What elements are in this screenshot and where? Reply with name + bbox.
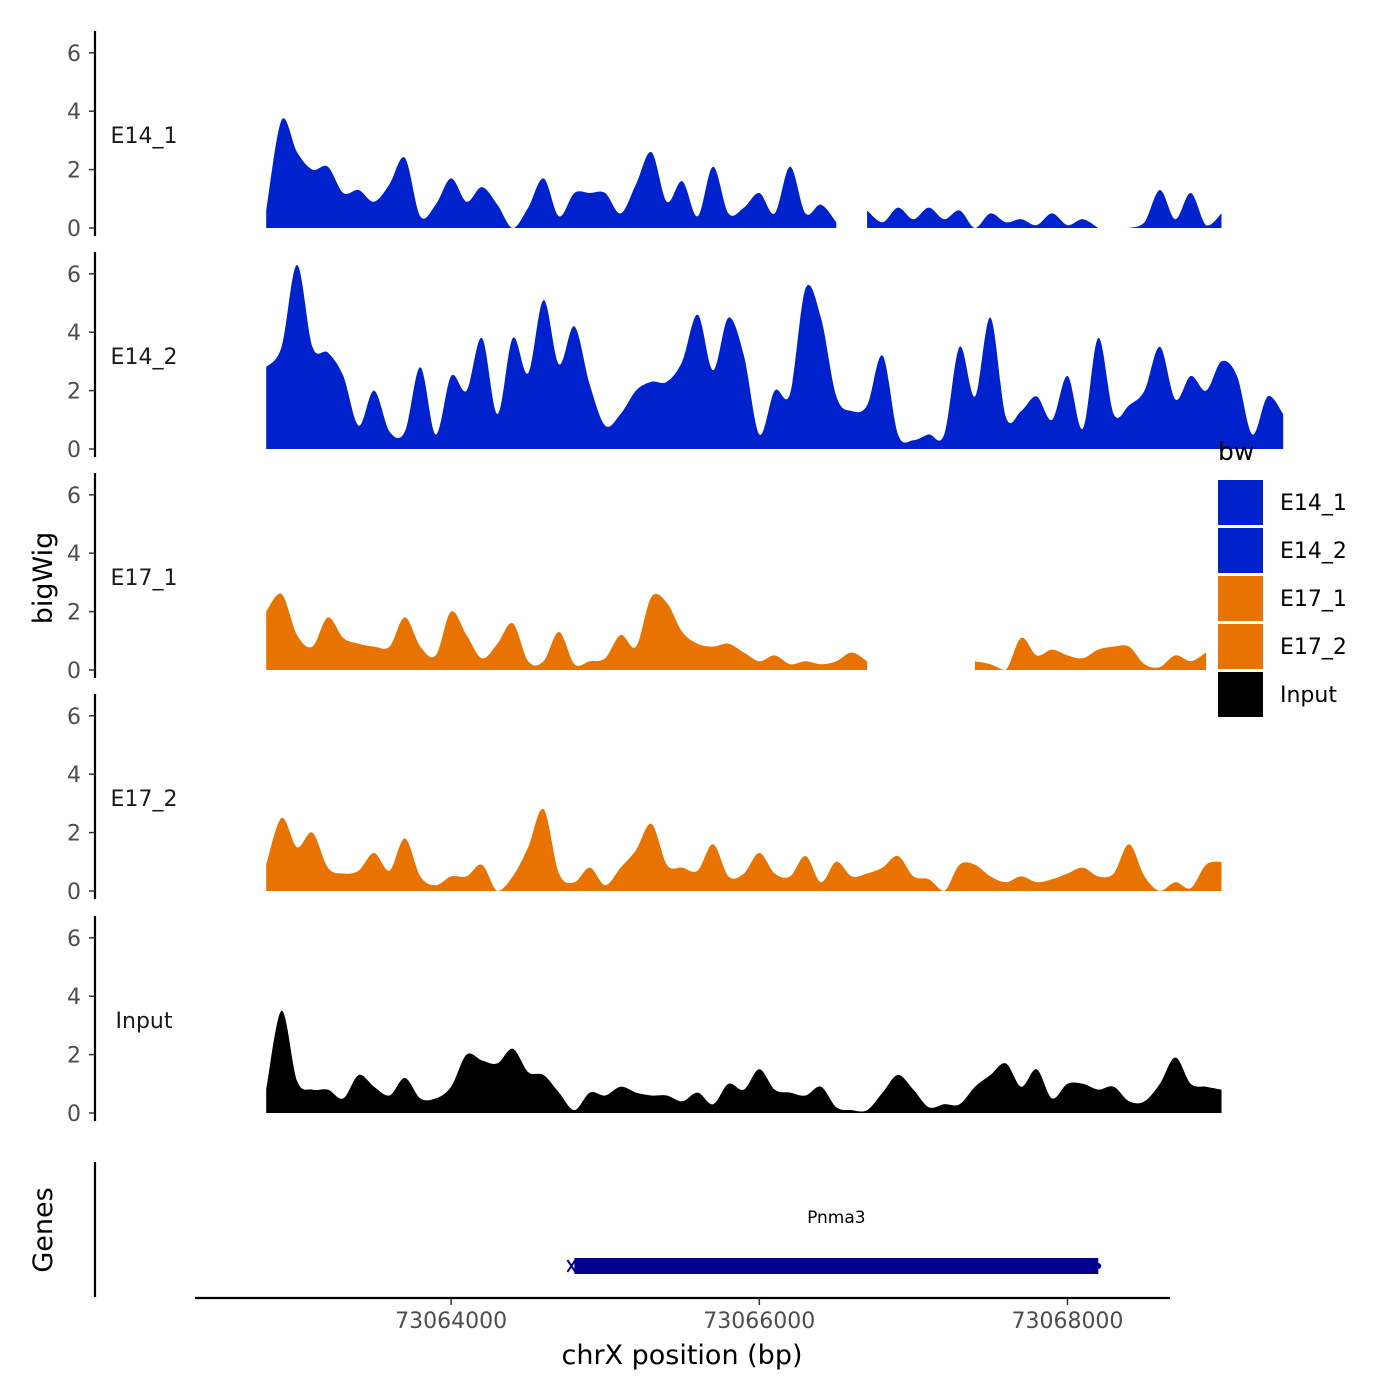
area-e17-1: [266, 593, 868, 670]
track-label: E14_1: [111, 124, 178, 149]
x-tick-label: 73064000: [395, 1309, 507, 1334]
area-e17-2: [266, 808, 1222, 891]
legend-item: E14_2: [1218, 528, 1347, 573]
y-tick-label: 2: [67, 1044, 81, 1069]
area-e14-1: [1129, 189, 1222, 228]
y-tick-label: 6: [67, 705, 81, 730]
legend-label: E14_2: [1280, 539, 1347, 564]
track-label: E17_2: [111, 787, 178, 812]
y-tick-label: 2: [67, 822, 81, 847]
y-tick-label: 4: [67, 985, 81, 1010]
legend-item: Input: [1218, 672, 1337, 717]
area-e14-1: [867, 207, 1099, 228]
y-tick-label: 0: [67, 217, 81, 242]
gene-bar: [574, 1258, 1099, 1274]
y-tick-label: 2: [67, 380, 81, 405]
legend-swatch: [1218, 624, 1263, 669]
legend-swatch: [1218, 672, 1263, 717]
legend: bw E14_1 E14_2 E17_1 E17_2 Input: [1218, 437, 1347, 717]
area-e14-1: [266, 118, 837, 228]
track-e14-2: 0 2 4 6 E14_2: [67, 252, 1284, 463]
y-tick-label: 0: [67, 438, 81, 463]
area-input: [266, 1010, 1222, 1113]
gene-label: Pnma3: [807, 1208, 866, 1228]
track-input: 0 2 4 6 Input: [67, 916, 1222, 1127]
track-e14-1: 0 2 4 6 E14_1: [67, 31, 1222, 242]
track-e17-1: 0 2 4 6 E17_1: [67, 473, 1207, 684]
track-label: E14_2: [111, 345, 178, 370]
legend-title: bw: [1218, 437, 1254, 466]
legend-swatch: [1218, 480, 1263, 525]
legend-label: Input: [1280, 683, 1337, 708]
track-label: E17_1: [111, 566, 178, 591]
y-tick-label: 6: [67, 484, 81, 509]
gene-start-mark: [566, 1259, 577, 1273]
y-tick-label: 0: [67, 880, 81, 905]
track-panels: 0 2 4 6 E14_1 0 2 4 6 E14_2 0 2 4 6 E17_1 0 2 4 6 E17_2 0 2 4 6…: [67, 31, 1284, 1127]
gene-end-mark: [1095, 1263, 1102, 1269]
y-tick-label: 0: [67, 1102, 81, 1127]
genes-panel: Pnma3: [93, 1162, 1102, 1297]
x-axis-label: chrX position (bp): [561, 1340, 802, 1371]
x-axis: 73064000 73066000 73068000: [195, 1296, 1170, 1334]
y-tick-label: 2: [67, 159, 81, 184]
x-tick-label: 73066000: [703, 1309, 815, 1334]
area-e14-2: [266, 265, 1284, 449]
area-e17-1: [975, 637, 1207, 670]
y-tick-label: 4: [67, 542, 81, 567]
x-tick-label: 73068000: [1011, 1309, 1123, 1334]
track-e17-2: 0 2 4 6 E17_2: [67, 694, 1222, 905]
y-tick-label: 2: [67, 601, 81, 626]
legend-item: E14_1: [1218, 480, 1347, 525]
y-tick-label: 6: [67, 42, 81, 67]
legend-swatch: [1218, 528, 1263, 573]
y-tick-label: 4: [67, 100, 81, 125]
legend-label: E14_1: [1280, 491, 1347, 516]
y-tick-label: 6: [67, 927, 81, 952]
legend-label: E17_1: [1280, 587, 1347, 612]
y-axis-label: bigWig: [28, 532, 59, 625]
y-tick-label: 0: [67, 659, 81, 684]
legend-swatch: [1218, 576, 1263, 621]
legend-label: E17_2: [1280, 635, 1347, 660]
y-tick-label: 4: [67, 763, 81, 788]
legend-item: E17_1: [1218, 576, 1347, 621]
y-tick-label: 4: [67, 321, 81, 346]
legend-item: E17_2: [1218, 624, 1347, 669]
track-label: Input: [116, 1009, 173, 1034]
genes-axis-label: Genes: [28, 1187, 59, 1272]
y-tick-label: 6: [67, 263, 81, 288]
